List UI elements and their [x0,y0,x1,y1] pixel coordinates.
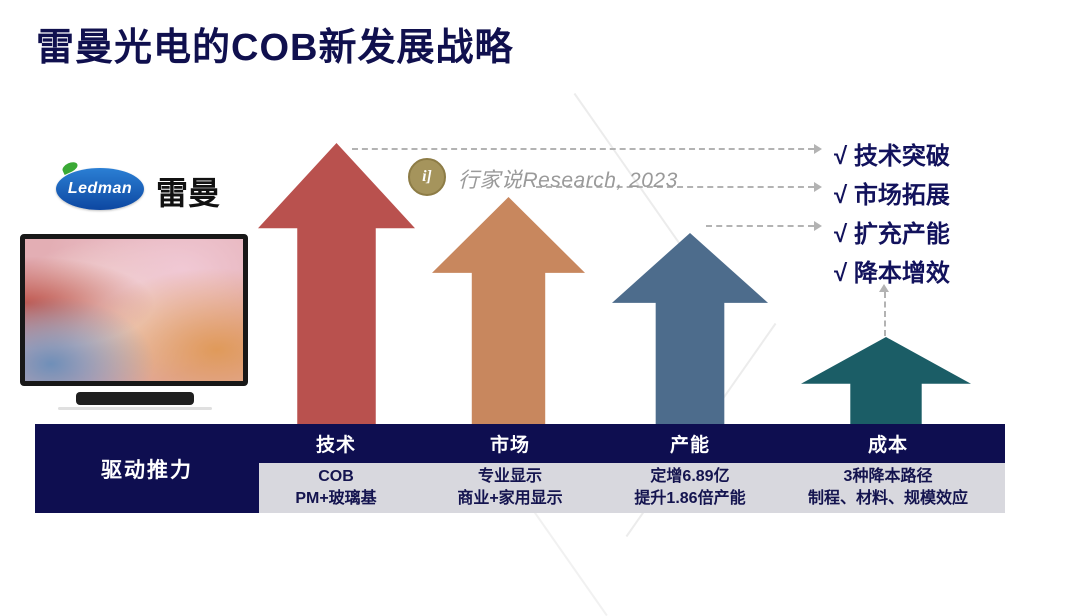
brand-name-cn: 雷曼 [156,175,221,211]
arrowhead-right-icon [814,221,822,231]
checklist-item-tech: √ 技术突破 [834,143,950,170]
tv-shadow [58,407,212,410]
connector-line-market [536,186,814,188]
detail-cell-capacity: 定增6.89亿 提升1.86倍产能 [634,463,745,513]
detail-cell-tech: COB PM+玻璃基 [295,463,376,513]
drivers-header-bar: 技术 市场 产能 成本 [259,424,1005,463]
tv-stand [76,392,194,405]
detail-line: 定增6.89亿 [650,468,730,485]
connector-line-cost [884,292,886,336]
source-attribution: 行家说Research, 2023 [458,169,678,192]
detail-cell-cost: 3种降本路径 制程、材料、规模效应 [808,463,968,513]
arrowhead-right-icon [814,182,822,192]
ledman-logo: Ledman [56,168,144,210]
arrow-market [432,197,585,427]
checklist-item-cost: √ 降本增效 [834,260,950,287]
checklist-item-market: √ 市场拓展 [834,182,950,209]
drivers-row-label: 驱动推力 [101,458,193,482]
checklist-item-capacity: √ 扩充产能 [834,221,950,248]
detail-cell-market: 专业显示 商业+家用显示 [457,463,562,513]
column-header-tech: 技术 [315,435,357,456]
column-header-market: 市场 [489,435,531,456]
hangjiashuo-logo-icon: i] [408,158,446,196]
column-header-capacity: 产能 [669,435,711,456]
tv-product-image [20,234,248,386]
page-title: 雷曼光电的COB新发展战略 [36,27,514,69]
detail-line: 制程、材料、规模效应 [807,490,969,507]
detail-line: PM+玻璃基 [295,490,377,507]
detail-line: 商业+家用显示 [457,490,563,507]
ledman-logo-text: Ledman [67,180,133,197]
detail-line: 3种降本路径 [843,468,933,485]
arrow-capacity [612,233,768,427]
arrowhead-right-icon [814,144,822,154]
connector-line-tech [352,148,814,150]
connector-line-capacity [706,225,814,227]
detail-line: COB [318,468,354,485]
drivers-row-label-block: 驱动推力 [35,424,259,513]
column-header-cost: 成本 [867,435,909,456]
drivers-detail-bar: COB PM+玻璃基 专业显示 商业+家用显示 定增6.89亿 提升1.86倍产… [259,463,1005,513]
arrow-tech [258,143,415,427]
hangjiashuo-logo-glyph: i] [422,168,432,185]
arrowhead-up-icon [879,284,889,292]
detail-line: 提升1.86倍产能 [634,490,746,507]
arrow-cost [801,337,971,427]
detail-line: 专业显示 [477,468,543,485]
